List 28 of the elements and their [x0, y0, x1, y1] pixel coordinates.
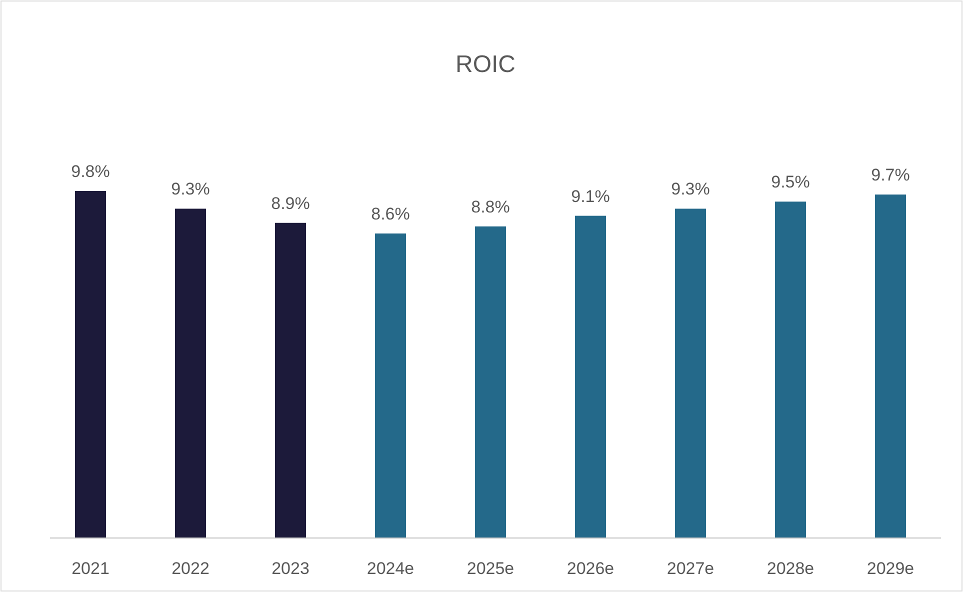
x-tick-label: 2026e [566, 559, 614, 578]
bar [475, 226, 506, 538]
bar [75, 191, 106, 538]
x-tick-label: 2025e [466, 559, 514, 578]
data-label: 8.9% [271, 194, 310, 213]
x-tick-label: 2022 [172, 559, 210, 578]
bar [175, 208, 206, 538]
bar [375, 233, 406, 538]
data-label: 9.5% [771, 172, 810, 192]
bar [275, 222, 306, 538]
x-tick-label: 2024e [366, 559, 414, 578]
data-label: 8.8% [471, 197, 510, 216]
x-tick-label: 2029e [866, 559, 914, 578]
bar [675, 208, 706, 538]
data-label: 9.3% [171, 180, 210, 199]
data-label: 9.8% [71, 162, 110, 181]
data-label: 8.6% [371, 204, 410, 224]
chart-title: ROIC [456, 51, 516, 78]
x-tick-label: 2028e [766, 559, 814, 578]
data-label: 9.1% [571, 186, 610, 206]
bar [575, 216, 606, 538]
x-tick-label: 2027e [666, 559, 714, 578]
bar [875, 194, 906, 538]
bar [775, 202, 806, 538]
data-label: 9.7% [871, 166, 910, 185]
x-tick-label: 2023 [272, 559, 310, 578]
x-tick-label: 2021 [72, 559, 110, 578]
data-label: 9.3% [671, 180, 710, 199]
